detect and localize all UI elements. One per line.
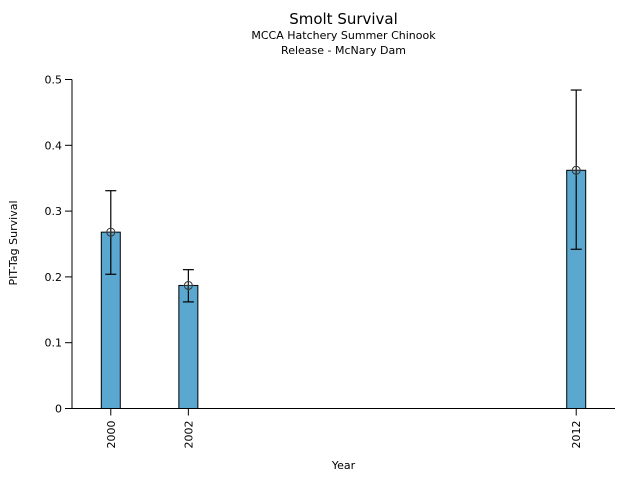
x-axis-label: Year <box>331 459 356 472</box>
y-tick-label: 0.2 <box>45 271 63 284</box>
chart-header: Smolt Survival MCCA Hatchery Summer Chin… <box>72 10 615 58</box>
x-tick-label: 2012 <box>570 421 583 449</box>
y-tick-label: 0.1 <box>45 337 63 350</box>
point-marker-2012 <box>570 164 582 176</box>
bar-group-2002 <box>178 269 199 410</box>
chart-subtitle-line-2: Release - McNary Dam <box>281 43 406 57</box>
x-tick-label: 2000 <box>105 421 118 449</box>
bar-group-2000 <box>100 190 121 409</box>
y-tick-label: 0.5 <box>45 74 63 87</box>
bar-2002 <box>178 284 199 410</box>
chart-subtitle-line-1: MCCA Hatchery Summer Chinook <box>251 29 436 42</box>
x-tick-label: 2002 <box>182 421 195 449</box>
point-marker-2000 <box>105 226 117 238</box>
axes: 0 0.1 0.2 0.3 0.4 0.5 2000 2002 2012 <box>45 74 615 449</box>
y-tick-label: 0 <box>55 403 62 416</box>
chart-title: Smolt Survival <box>289 10 398 28</box>
y-tick-label: 0.3 <box>45 205 63 218</box>
y-tick-label: 0.4 <box>45 139 63 152</box>
point-marker-2002 <box>182 279 194 291</box>
bar-group-2012 <box>566 89 587 409</box>
